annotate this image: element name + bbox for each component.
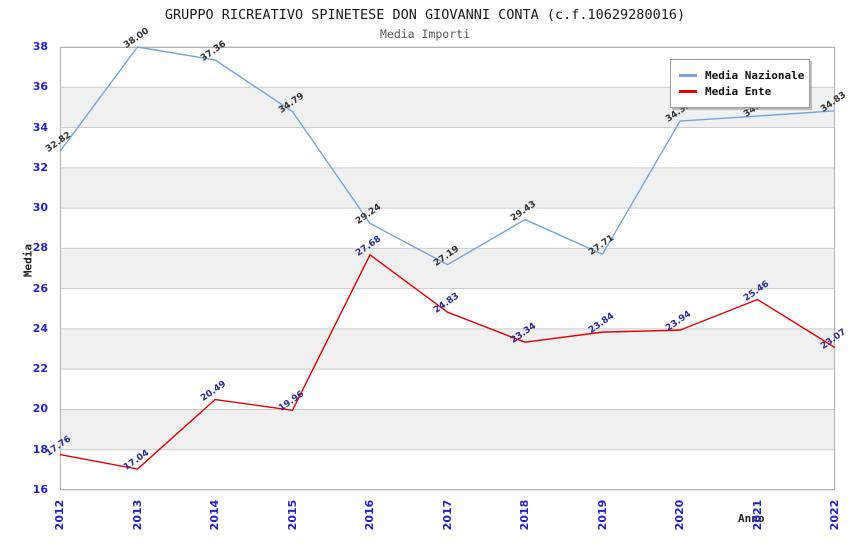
legend-label: Media Ente (705, 85, 772, 98)
legend-label: Media Nazionale (705, 69, 805, 82)
x-tick-label: 2018 (518, 499, 531, 531)
series-line-media-nazionale (59, 46, 836, 266)
x-tick-label: 2013 (130, 499, 144, 531)
x-tick-label: 2022 (828, 499, 841, 531)
x-tick-label: 2016 (363, 499, 376, 531)
legend-item-media-ente: Media Ente (679, 85, 801, 98)
x-tick-label: 2015 (285, 499, 299, 531)
y-tick-label: 16 (32, 483, 48, 496)
y-tick-label: 38 (32, 40, 48, 53)
y-tick-label: 24 (32, 321, 48, 335)
x-tick-label: 2019 (595, 499, 609, 531)
y-tick-label: 28 (32, 241, 48, 255)
x-tick-label: 2014 (208, 499, 221, 531)
x-axis-label: Anno (738, 512, 765, 525)
line-swatch-icon (679, 90, 697, 93)
x-tick-label: 2012 (53, 499, 66, 531)
legend: Media Nazionale Media Ente (670, 59, 810, 108)
y-tick-label: 22 (32, 362, 48, 376)
y-tick-label: 26 (32, 281, 48, 295)
plot-band (60, 328, 835, 370)
y-tick-label: 36 (32, 80, 48, 94)
plot-band (60, 167, 835, 209)
x-tick-label: 2020 (673, 499, 686, 531)
line-swatch-icon (679, 74, 697, 77)
legend-item-media-nazionale: Media Nazionale (679, 69, 805, 82)
y-tick-label: 34 (32, 120, 48, 134)
y-tick-label: 30 (32, 201, 48, 215)
series-line-media-ente (59, 254, 836, 470)
x-tick-label: 2021 (750, 499, 764, 531)
chart-title: GRUPPO RICREATIVO SPINETESE DON GIOVANNI… (164, 7, 686, 23)
plot-band (60, 409, 835, 450)
plot-band (60, 248, 835, 289)
chart-subtitle: Media Importi (379, 27, 470, 41)
y-tick-label: 18 (32, 442, 48, 456)
x-tick-label: 2017 (440, 499, 454, 531)
y-tick-label: 20 (32, 402, 48, 416)
plot-border (60, 47, 835, 490)
y-tick-label: 32 (32, 160, 48, 174)
